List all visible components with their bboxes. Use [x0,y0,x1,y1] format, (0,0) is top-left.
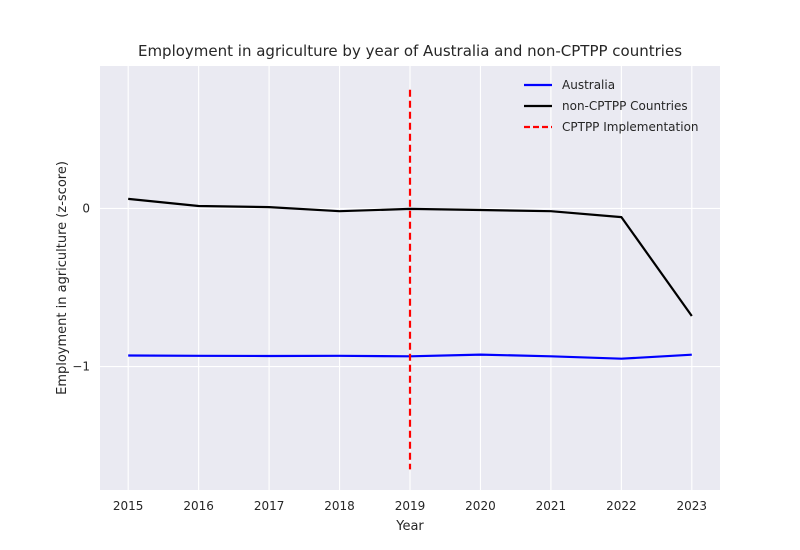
y-axis-label: Employment in agriculture (z-score) [55,161,70,395]
legend-label-0: Australia [562,78,615,92]
series-line-1 [128,197,693,317]
x-tick-label: 2022 [606,499,637,513]
chart-title: Employment in agriculture by year of Aus… [138,42,682,60]
x-tick-label: 2017 [254,499,285,513]
legend-label-1: non-CPTPP Countries [562,99,688,113]
x-tick-label: 2021 [536,499,567,513]
legend-label-2: CPTPP Implementation [562,120,699,134]
x-tick-label: 2023 [677,499,708,513]
x-tick-label: 2015 [113,499,144,513]
series-lines [128,89,693,470]
y-tick-label: −1 [72,360,90,374]
y-axis-ticks: 0 −1 [72,201,90,373]
x-axis-label: Year [395,519,424,534]
legend: Australia non-CPTPP Countries CPTPP Implem… [524,78,699,134]
x-tick-label: 2016 [183,499,214,513]
y-tick-label: 0 [82,201,90,215]
x-tick-label: 2018 [324,499,355,513]
x-tick-label: 2019 [395,499,426,513]
x-tick-label: 2020 [465,499,496,513]
x-axis-ticks: 2015 2016 2017 2018 2019 2020 2021 2022 2023 [113,499,707,513]
